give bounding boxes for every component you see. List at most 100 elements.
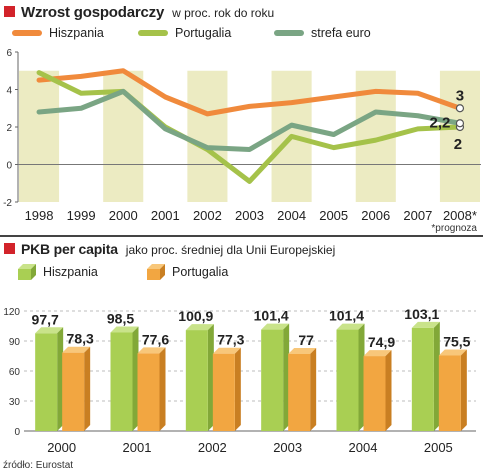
bar-top-face [110,326,139,333]
pkb-legend: Hiszpania Portugalia [0,262,483,284]
bar-value-label: 101,4 [254,308,289,324]
bar-top-face [411,321,440,328]
growth-axes: -2 0 2 4 6 [3,48,481,209]
bar-top-face [363,350,392,357]
legend-label-hiszpania: Hiszpania [49,26,104,40]
accent-square-icon [4,6,15,17]
bar-side-face [159,347,166,431]
pkb-bars [35,321,467,431]
bar-value-label: 77 [298,332,314,348]
x-tick-label: 2000 [47,440,76,455]
bar-0 [261,329,284,431]
bar-value-label: 98,5 [107,311,134,327]
legend-item-portugalia-bar: Portugalia [147,264,228,280]
bar-1 [137,353,160,431]
end-value-label: 2 [454,136,462,153]
bar-1 [212,353,235,431]
growth-title: Wzrost gospodarczy [21,4,165,21]
y-tick-label: 2 [6,123,12,134]
legend-item-hiszpania: Hiszpania [12,26,104,40]
x-tick-label: 2002 [198,440,227,455]
bar-1 [62,352,85,431]
bar-side-face [57,327,64,431]
end-value-label: 2,2 [430,114,451,131]
growth-series-lines [36,68,465,184]
pkb-subtitle: jako proc. średniej dla Unii Europejskie… [125,243,336,257]
year-band [19,70,60,202]
end-point-marker [455,119,465,128]
bar-top-face [288,348,317,354]
y-tick-label: 90 [9,337,21,348]
legend-swatch-hiszpania [12,30,42,36]
legend-label-strefa-euro: strefa euro [311,26,371,40]
bar-value-label: 78,3 [67,331,94,347]
x-tick-label: 2003 [235,208,264,223]
bar-top-face [35,327,64,334]
legend-item-hiszpania-bar: Hiszpania [18,264,98,280]
bar-side-face [207,324,214,431]
y-tick-label: 0 [6,161,12,172]
growth-end-labels: 322,2 [430,87,465,153]
bar-0 [336,329,359,431]
legend-item-portugalia: Portugalia [138,26,231,40]
growth-legend: Hiszpania Portugalia strefa euro [10,24,480,44]
legend-swatch-portugalia [138,30,168,36]
pkb-x-ticks: 2000 2001 2002 2003 2004 2005 [47,440,453,455]
bar-side-face [460,349,467,431]
series-line-0 [36,68,463,117]
year-band [187,70,228,202]
bar-side-face [385,350,392,431]
bar-side-face [358,323,365,431]
bar-top-face [62,346,91,353]
legend-label-portugalia: Portugalia [175,26,232,40]
end-point-marker [455,104,465,113]
bar-0 [35,333,58,431]
y-tick-label: 4 [6,86,12,97]
pkb-gridlines: 0 30 60 90 120 [3,307,476,438]
growth-header: Wzrost gospodarczy w proc. rok do roku [4,4,274,21]
bar-value-label: 97,7 [32,311,59,327]
x-tick-label: 2005 [319,208,348,223]
bar-side-face [234,347,241,431]
bar-side-face [283,323,290,431]
x-tick-label: 2004 [349,440,378,455]
legend-item-strefa-euro: strefa euro [274,26,371,40]
bar-value-label: 77,3 [217,332,244,348]
y-tick-label: 0 [14,427,20,438]
year-band [439,70,480,202]
source-note: źródło: Eurostat [3,460,74,471]
x-tick-label: 2003 [273,440,302,455]
bar-top-face [261,323,290,330]
bar-0 [411,327,434,431]
x-tick-label: 2004 [277,208,306,223]
forecast-note: *prognoza [431,223,477,234]
bar-0 [110,332,133,431]
section-divider [0,235,483,237]
series-line-1 [36,70,463,184]
bar-top-face [185,324,214,331]
bar-value-label: 103,1 [404,306,439,322]
bar-top-face [212,347,241,354]
y-tick-label: -2 [3,198,12,209]
bar-top-face [336,323,365,330]
x-tick-label: 2007 [403,208,432,223]
bar-side-face [433,321,440,431]
legend-label-hiszpania-bar: Hiszpania [43,265,98,279]
legend-label-portugalia-bar: Portugalia [172,265,229,279]
bar-value-label: 74,9 [368,334,395,350]
y-tick-label: 30 [9,397,21,408]
x-tick-label: 2000 [109,208,138,223]
growth-x-ticks: 1998 1999 2000 2001 2002 2003 2004 2005 2006 2007… [25,208,477,223]
bar-value-label: 75,5 [443,334,470,350]
bar-1 [363,356,386,431]
bar-1 [288,354,311,431]
legend-swatch-strefa-euro [274,30,304,36]
x-tick-label: 1999 [67,208,96,223]
series-line-2 [36,88,463,152]
bar-top-face [438,349,467,356]
x-tick-label: 1998 [25,208,54,223]
growth-subtitle: w proc. rok do roku [172,6,275,20]
bar-value-label: 101,4 [329,308,364,324]
pkb-header: PKB per capita jako proc. średniej dla U… [4,241,335,257]
